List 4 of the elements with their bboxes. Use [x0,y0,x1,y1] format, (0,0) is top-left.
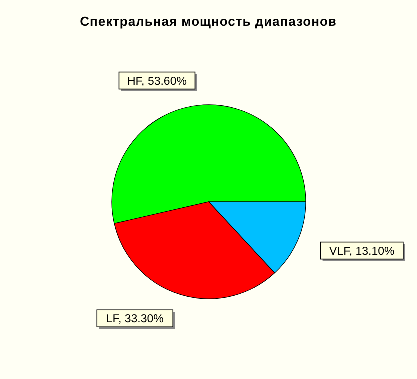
slice-label: VLF, 13.10% [330,246,395,258]
slice-label: LF, 33.30% [106,314,164,326]
slice-label: HF, 53.60% [128,76,187,88]
chart-title: Спектральная мощность диапазонов [80,14,337,29]
